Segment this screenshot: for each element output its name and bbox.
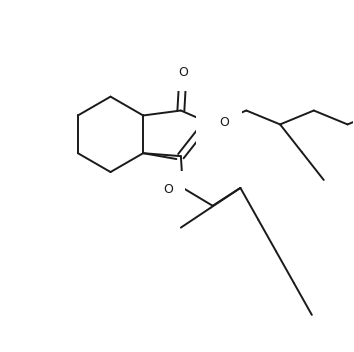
Text: O: O <box>219 116 229 129</box>
Text: O: O <box>163 183 173 196</box>
Text: O: O <box>178 66 188 79</box>
Text: O: O <box>209 120 218 133</box>
